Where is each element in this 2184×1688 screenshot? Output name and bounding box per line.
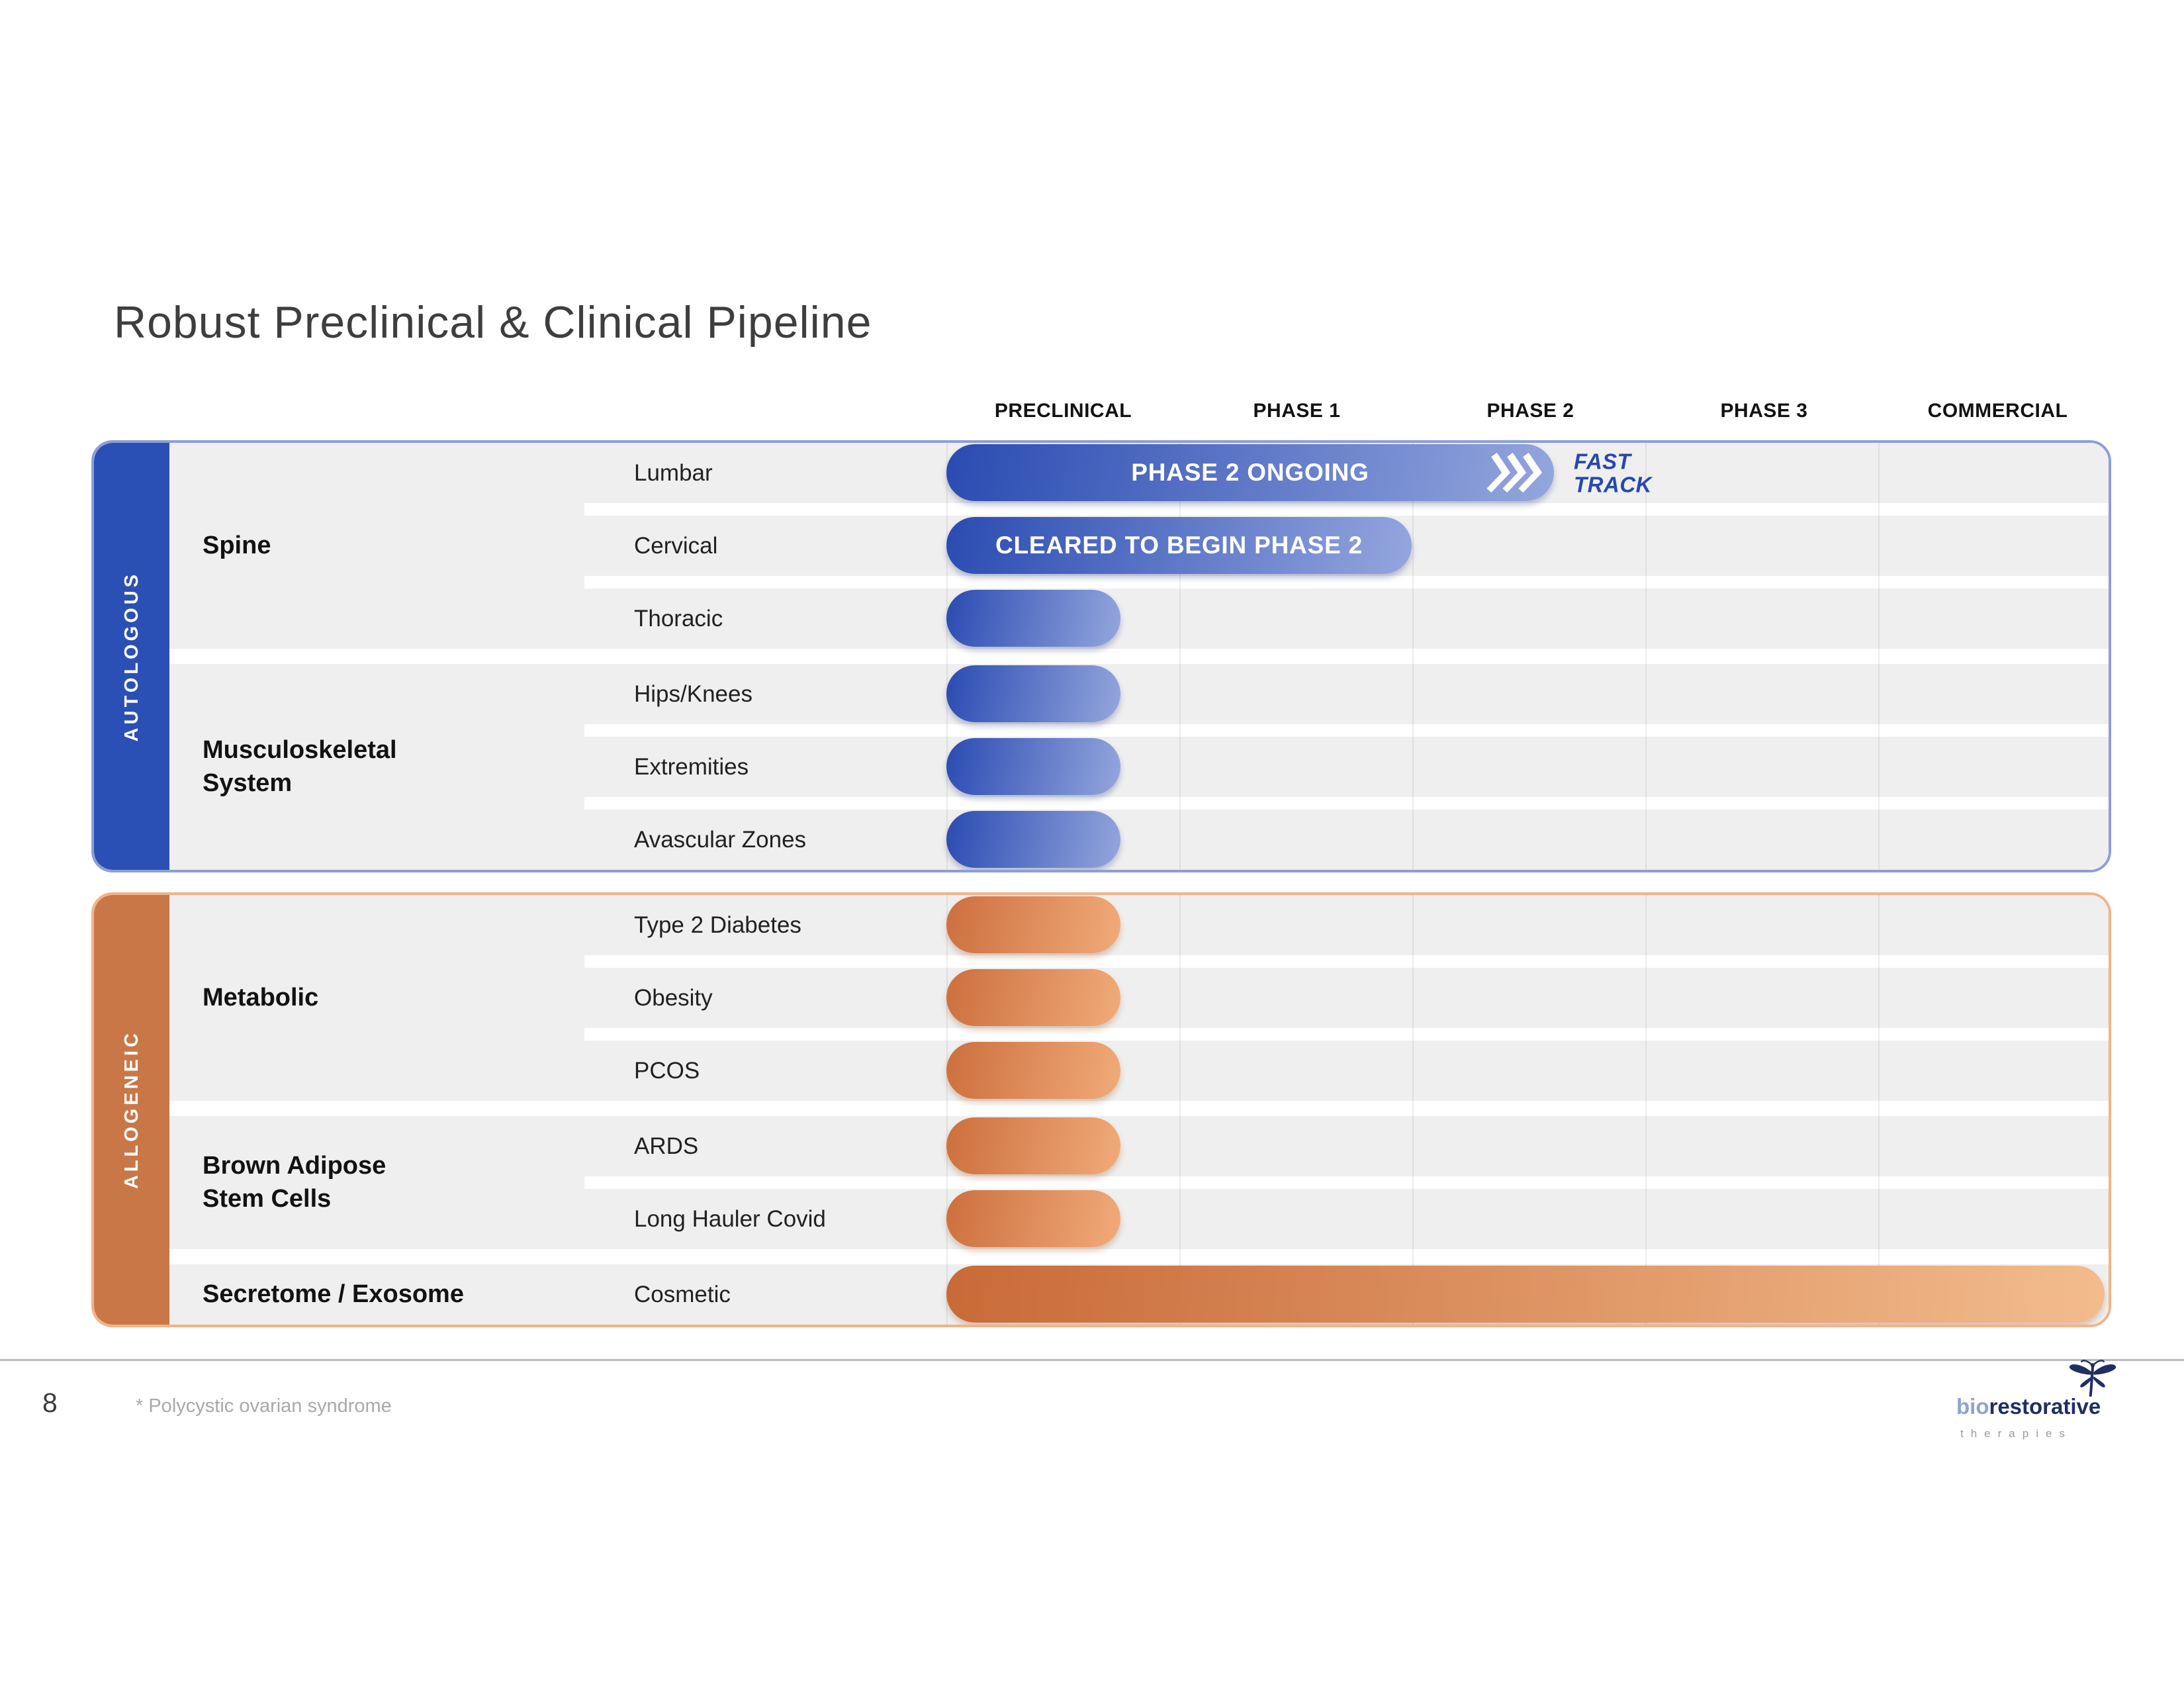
- column-header-phase-1: PHASE 1: [1253, 400, 1341, 422]
- column-gridline: [1645, 443, 1647, 870]
- column-gridline: [1179, 443, 1181, 870]
- pipeline-row-type-2-diabetes: Type 2 Diabetes: [584, 895, 2109, 955]
- progress-bar-small: [946, 1042, 1120, 1099]
- pipeline-section-autologous: AUTOLOGOUS Spine Lumbar PHASE 2 ONGOING FAST…: [91, 440, 2111, 872]
- group-brown-adipose-stem-cells: Brown Adipose Stem Cells ARDS Long Hauler …: [169, 1116, 2109, 1249]
- row-label: Cosmetic: [634, 1281, 731, 1307]
- column-gridline: [1412, 443, 1414, 870]
- logo-bio-text: bio: [1956, 1394, 1989, 1419]
- column-header-preclinical: PRECLINICAL: [994, 400, 1132, 422]
- logo-restorative-text: restorative: [1989, 1394, 2101, 1419]
- pipeline-row-lumbar: Lumbar PHASE 2 ONGOING FAST TRACK: [584, 443, 2109, 503]
- group-rows: Type 2 Diabetes Obesity PCOS: [584, 895, 2109, 1101]
- group-musculoskeletal-system: Musculoskeletal System Hips/Knees Extremit…: [169, 664, 2109, 870]
- row-label: ARDS: [634, 1133, 699, 1159]
- column-gridline: [946, 443, 948, 870]
- bar-status-text: PHASE 2 ONGOING: [1131, 459, 1369, 486]
- row-label: Type 2 Diabetes: [634, 912, 801, 938]
- column-gridline: [1412, 895, 1414, 1325]
- progress-bar-small: [946, 738, 1120, 795]
- phase-column-headers: PRECLINICAL PHASE 1 PHASE 2 PHASE 3 COMMERCI…: [0, 400, 2184, 429]
- progress-bar-small: [946, 665, 1120, 722]
- row-label: Long Hauler Covid: [634, 1205, 826, 1232]
- row-label: Hips/Knees: [634, 680, 752, 707]
- footnote: * Polycystic ovarian syndrome: [136, 1395, 392, 1417]
- pipeline-row-long-hauler-covid: Long Hauler Covid: [584, 1189, 2109, 1249]
- column-gridline: [946, 895, 948, 1325]
- pipeline-row-ards: ARDS: [584, 1116, 2109, 1176]
- progress-bar-medium: CLEARED TO BEGIN PHASE 2: [946, 517, 1412, 574]
- fast-track-label: FAST TRACK: [1574, 449, 1652, 496]
- group-label: Spine: [169, 443, 584, 649]
- group-rows: Cosmetic: [584, 1264, 2109, 1325]
- group-rows: Hips/Knees Extremities Avascular Zones: [584, 664, 2109, 870]
- bar-status-text: CLEARED TO BEGIN PHASE 2: [995, 532, 1363, 559]
- sidebar-label-allogeneic: ALLOGENEIC: [120, 1030, 142, 1190]
- progress-bar-full: [946, 1266, 2105, 1323]
- pipeline-section-allogeneic: ALLOGENEIC Metabolic Type 2 Diabetes Obesit…: [91, 892, 2111, 1327]
- group-rows: ARDS Long Hauler Covid: [584, 1116, 2109, 1249]
- page-title: Robust Preclinical & Clinical Pipeline: [114, 297, 872, 348]
- group-label: Brown Adipose Stem Cells: [169, 1116, 584, 1249]
- pipeline-row-hips-knees: Hips/Knees: [584, 664, 2109, 724]
- column-gridline: [1878, 895, 1880, 1325]
- column-header-phase-2: PHASE 2: [1486, 400, 1574, 422]
- sidebar-autologous: AUTOLOGOUS: [94, 443, 169, 870]
- fast-track-chevrons-icon: [1485, 452, 1543, 493]
- progress-bar-small: [946, 969, 1120, 1026]
- pipeline-row-extremities: Extremities: [584, 737, 2109, 797]
- logo-wordmark: biorestorative: [1956, 1394, 2101, 1419]
- row-label: Obesity: [634, 984, 713, 1011]
- sidebar-label-autologous: AUTOLOGOUS: [120, 571, 142, 742]
- company-logo: biorestorative therapies: [1956, 1360, 2155, 1460]
- progress-bar-small: [946, 811, 1120, 868]
- dragonfly-icon: [2069, 1360, 2116, 1397]
- section-content: Spine Lumbar PHASE 2 ONGOING FAST TRACK Cervi…: [169, 443, 2109, 870]
- pipeline-row-cervical: Cervical CLEARED TO BEGIN PHASE 2: [584, 516, 2109, 576]
- group-rows: Lumbar PHASE 2 ONGOING FAST TRACK Cervical CL…: [584, 443, 2109, 649]
- group-label: Musculoskeletal System: [169, 664, 584, 870]
- sidebar-allogeneic: ALLOGENEIC: [94, 895, 169, 1325]
- group-metabolic: Metabolic Type 2 Diabetes Obesity PCOS: [169, 895, 2109, 1101]
- group-label: Metabolic: [169, 895, 584, 1101]
- column-header-commercial: COMMERCIAL: [1927, 400, 2068, 422]
- column-gridline: [1179, 895, 1181, 1325]
- pipeline-row-pcos: PCOS: [584, 1041, 2109, 1101]
- pipeline-row-avascular-zones: Avascular Zones: [584, 810, 2109, 870]
- fast-track-line: TRACK: [1574, 472, 1652, 497]
- group-spine: Spine Lumbar PHASE 2 ONGOING FAST TRACK Cervi…: [169, 443, 2109, 649]
- row-label: Avascular Zones: [634, 826, 807, 853]
- pipeline-row-cosmetic: Cosmetic: [584, 1264, 2109, 1325]
- fast-track-line: FAST: [1574, 448, 1631, 473]
- progress-bar-small: [946, 1190, 1120, 1247]
- progress-bar-wide: PHASE 2 ONGOING: [946, 444, 1554, 501]
- row-label: Thoracic: [634, 605, 723, 632]
- row-label: Lumbar: [634, 459, 713, 486]
- column-header-phase-3: PHASE 3: [1720, 400, 1808, 422]
- logo-therapies-text: therapies: [1960, 1427, 2072, 1440]
- group-label: Secretome / Exosome: [169, 1264, 584, 1325]
- page-number: 8: [42, 1387, 58, 1418]
- progress-bar-small: [946, 590, 1120, 647]
- row-label: Cervical: [634, 532, 718, 559]
- pipeline-row-obesity: Obesity: [584, 968, 2109, 1028]
- group-secretome-exosome: Secretome / Exosome Cosmetic: [169, 1264, 2109, 1325]
- row-label: Extremities: [634, 753, 749, 780]
- column-gridline: [1645, 895, 1647, 1325]
- row-label: PCOS: [634, 1057, 700, 1084]
- progress-bar-small: [946, 1117, 1120, 1174]
- progress-bar-small: [946, 896, 1120, 953]
- column-gridline: [1878, 443, 1880, 870]
- footer-divider: [0, 1359, 2184, 1361]
- section-content: Metabolic Type 2 Diabetes Obesity PCOS Brown…: [169, 895, 2109, 1325]
- pipeline-row-thoracic: Thoracic: [584, 588, 2109, 649]
